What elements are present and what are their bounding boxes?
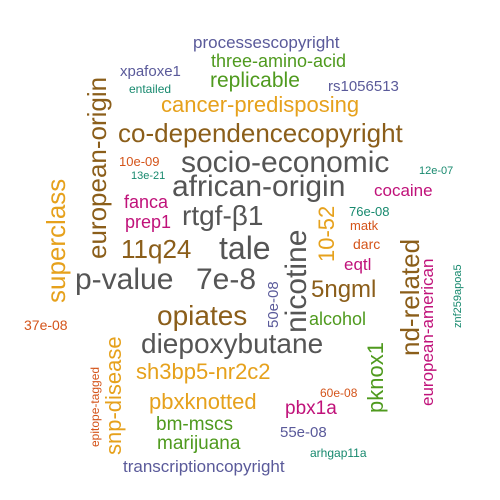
word-co-dependencecopyright: co-dependencecopyright [118, 118, 403, 148]
word-european-american: european-american [418, 258, 437, 406]
word-tale: tale [219, 230, 271, 266]
word-12e-07: 12e-07 [419, 165, 454, 177]
word-socio-economic: socio-economic [181, 146, 390, 179]
word-cocaine: cocaine [374, 181, 433, 200]
word-pbxknotted: pbxknotted [149, 389, 257, 414]
word-transcriptioncopyright: transcriptioncopyright [123, 457, 285, 476]
word-5ngml: 5ngml [311, 276, 377, 303]
word-rs1056513: rs1056513 [328, 78, 399, 95]
word-marijuana: marijuana [157, 433, 241, 454]
word-pbx1a: pbx1a [285, 398, 337, 419]
word-10e-09: 10e-09 [119, 154, 160, 169]
word-epitope-tagged: epitope-tagged [88, 366, 102, 447]
word-37e-08: 37e-08 [24, 317, 68, 333]
word-processescopyright: processescopyright [193, 33, 340, 52]
word-76e-08: 76e-08 [349, 204, 390, 219]
word-13e-21: 13e-21 [131, 170, 166, 182]
word-znf259apoa5: znf259apoa5 [452, 264, 464, 328]
word-european-origin: european-origin [82, 76, 112, 259]
word-diepoxybutane: diepoxybutane [141, 328, 324, 359]
word-eqtl: eqtl [344, 255, 372, 274]
word-p-value: p-value [75, 263, 174, 296]
word-nicotine: nicotine [280, 229, 313, 333]
word-prep1: prep1 [125, 212, 172, 232]
word-11q24: 11q24 [121, 234, 192, 264]
word-sh3bp5-nr2c2: sh3bp5-nr2c2 [136, 359, 271, 384]
word-arhgap11a: arhgap11a [310, 446, 367, 460]
word-alcohol: alcohol [309, 309, 367, 329]
word-african-origin: african-origin [172, 170, 346, 203]
word-opiates: opiates [157, 300, 248, 331]
word-fanca: fanca [124, 192, 169, 212]
word-darc: darc [353, 236, 381, 252]
word-rtgf-b1: rtgf-β1 [182, 200, 264, 231]
word-pknox1: pknox1 [363, 342, 388, 413]
word-xpafoxe1: xpafoxe1 [120, 63, 181, 80]
word-superclass: superclass [41, 178, 71, 303]
word-replicable: replicable [210, 69, 300, 92]
word-60e-08: 60e-08 [320, 386, 358, 400]
word-entailed: entailed [129, 82, 172, 96]
word-55e-08: 55e-08 [280, 424, 327, 441]
word-bm-mscs: bm-mscs [156, 414, 234, 435]
word-50e-08: 50e-08 [265, 281, 282, 328]
word-snp-disease: snp-disease [101, 336, 126, 455]
word-cancer-predisposing: cancer-predisposing [161, 92, 360, 117]
word-matk: matk [350, 218, 379, 233]
word-7e-8: 7e-8 [196, 263, 257, 296]
word-three-amino-acid: three-amino-acid [211, 51, 347, 71]
word-10-52: 10-52 [314, 205, 339, 262]
